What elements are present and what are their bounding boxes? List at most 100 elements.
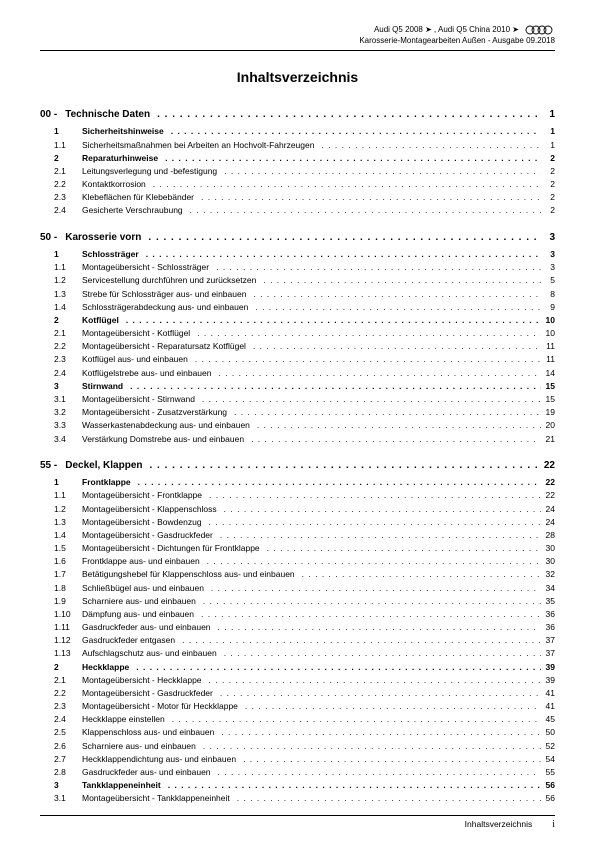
toc-entry-num: 2.3 — [40, 700, 82, 713]
toc-entry-label: Montageübersicht - Zusatzverstärkung — [82, 406, 231, 419]
toc-entry-num: 1 — [40, 125, 82, 138]
toc-entry-label: Schlossträger — [82, 248, 143, 261]
toc-dots: . . . . . . . . . . . . . . . . . . . . … — [168, 125, 541, 138]
toc-entry-num: 1.1 — [40, 489, 82, 502]
footer-divider — [40, 815, 555, 816]
toc-entry: 1.3Strebe für Schlossträger aus- und ein… — [40, 288, 555, 301]
toc-entry-num: 1.12 — [40, 634, 82, 647]
toc-dots: . . . . . . . . . . . . . . . . . . . . … — [299, 568, 541, 581]
toc-entry-label: Kotflügel — [82, 314, 123, 327]
toc-entry-label: Montageübersicht - Heckklappe — [82, 674, 206, 687]
toc-section-label: Karosserie vorn — [65, 230, 145, 246]
toc-dots: . . . . . . . . . . . . . . . . . . . . … — [199, 393, 541, 406]
toc-entry-page: 15 — [541, 380, 555, 393]
toc-entry-num: 1.6 — [40, 555, 82, 568]
toc-entry-label: Kotflügel aus- und einbauen — [82, 353, 192, 366]
toc-entry: 2.2Montageübersicht - Gasdruckfeder. . .… — [40, 687, 555, 700]
toc-entry-page: 39 — [541, 674, 555, 687]
toc-section-num: 55 - — [40, 458, 65, 474]
toc-entry-label: Klappenschloss aus- und einbauen — [82, 726, 218, 739]
toc-entry-num: 1.8 — [40, 582, 82, 595]
header: Audi Q5 2008 ➤ , Audi Q5 China 2010 ➤ Ka… — [40, 25, 555, 46]
toc-entry-page: 19 — [541, 406, 555, 419]
toc-dots: . . . . . . . . . . . . . . . . . . . . … — [133, 661, 541, 674]
toc-entry-num: 3 — [40, 779, 82, 792]
toc-section-label: Technische Daten — [65, 107, 154, 123]
toc-entry-num: 2.1 — [40, 165, 82, 178]
toc-entry-label: Gasdruckfeder entgasen — [82, 634, 179, 647]
toc-entry-label: Gasdruckfeder aus- und einbauen — [82, 766, 215, 779]
toc-dots: . . . . . . . . . . . . . . . . . . . . … — [127, 380, 541, 393]
toc-entry-page: 34 — [541, 582, 555, 595]
toc-entry: 2.4Kotflügelstrebe aus- und einbauen. . … — [40, 367, 555, 380]
toc-entry-num: 2.4 — [40, 367, 82, 380]
toc-dots: . . . . . . . . . . . . . . . . . . . . … — [221, 647, 541, 660]
toc-entry: 1.2Servicestellung durchführen und zurüc… — [40, 274, 555, 287]
toc-subhead: 3Tankklappeneinheit. . . . . . . . . . .… — [40, 779, 555, 792]
toc-entry-label: Dämpfung aus- und einbauen — [82, 608, 198, 621]
toc-entry-num: 1.4 — [40, 529, 82, 542]
toc-dots: . . . . . . . . . . . . . . . . . . . . … — [240, 753, 541, 766]
toc-entry-label: Heckklappe einstellen — [82, 713, 169, 726]
footer: Inhaltsverzeichnis i — [40, 815, 555, 830]
toc-entry-page: 10 — [541, 327, 555, 340]
toc-entry-label: Montageübersicht - Reparatursatz Kotflüg… — [82, 340, 250, 353]
toc-entry: 1.6Frontklappe aus- und einbauen. . . . … — [40, 555, 555, 568]
toc-entry-num: 1.2 — [40, 274, 82, 287]
toc-dots: . . . . . . . . . . . . . . . . . . . . … — [231, 406, 541, 419]
toc-entry: 2.3Klebeflächen für Klebebänder. . . . .… — [40, 191, 555, 204]
toc-entry-page: 2 — [541, 152, 555, 165]
toc-entry-num: 2 — [40, 314, 82, 327]
toc-subhead: 2Heckklappe. . . . . . . . . . . . . . .… — [40, 661, 555, 674]
toc-dots: . . . . . . . . . . . . . . . . . . . . … — [192, 353, 541, 366]
toc-entry: 1.1Sicherheitsmaßnahmen bei Arbeiten an … — [40, 139, 555, 152]
toc-section-page: 1 — [541, 107, 555, 123]
toc-entry-label: Montageübersicht - Motor für Heckklappe — [82, 700, 242, 713]
toc-entry-label: Leitungsverlegung und -befestigung — [82, 165, 221, 178]
toc-entry-num: 1.4 — [40, 301, 82, 314]
footer-label: Inhaltsverzeichnis — [465, 819, 533, 829]
toc-dots: . . . . . . . . . . . . . . . . . . . . … — [123, 314, 541, 327]
toc-section-page: 22 — [540, 458, 555, 474]
toc-dots: . . . . . . . . . . . . . . . . . . . . … — [242, 700, 541, 713]
toc-dots: . . . . . . . . . . . . . . . . . . . . … — [135, 476, 541, 489]
toc-dots: . . . . . . . . . . . . . . . . . . . . … — [260, 274, 541, 287]
toc-entry-label: Aufschlagschutz aus- und einbauen — [82, 647, 221, 660]
toc-entry: 2.8Gasdruckfeder aus- und einbauen. . . … — [40, 766, 555, 779]
header-line1: Audi Q5 2008 ➤ , Audi Q5 China 2010 ➤ — [374, 25, 519, 35]
toc-entry-page: 5 — [541, 274, 555, 287]
toc-section-head: 00 -Technische Daten. . . . . . . . . . … — [40, 107, 555, 123]
toc-dots: . . . . . . . . . . . . . . . . . . . . … — [264, 542, 541, 555]
toc-entry-page: 9 — [541, 301, 555, 314]
toc-entry-num: 2 — [40, 661, 82, 674]
audi-logo-icon — [525, 25, 555, 36]
toc-dots: . . . . . . . . . . . . . . . . . . . . … — [198, 191, 541, 204]
toc-dots: . . . . . . . . . . . . . . . . . . . . … — [218, 726, 541, 739]
toc-entry-label: Heckklappe — [82, 661, 133, 674]
toc-entry-page: 50 — [541, 726, 555, 739]
toc-subhead: 1Sicherheitshinweise. . . . . . . . . . … — [40, 125, 555, 138]
toc-entry-num: 1.5 — [40, 542, 82, 555]
toc-entry-page: 11 — [541, 340, 555, 353]
toc-entry-label: Montageübersicht - Frontklappe — [82, 489, 206, 502]
toc-entry-page: 2 — [541, 165, 555, 178]
toc-subhead: 1Schlossträger. . . . . . . . . . . . . … — [40, 248, 555, 261]
toc-entry-page: 1 — [541, 125, 555, 138]
toc-dots: . . . . . . . . . . . . . . . . . . . . … — [179, 634, 541, 647]
toc-entry: 1.12Gasdruckfeder entgasen. . . . . . . … — [40, 634, 555, 647]
toc-entry-page: 28 — [541, 529, 555, 542]
toc-dots: . . . . . . . . . . . . . . . . . . . . … — [215, 766, 541, 779]
toc-entry-page: 24 — [541, 503, 555, 516]
toc-entry-num: 1 — [40, 476, 82, 489]
toc-entry-num: 3.1 — [40, 393, 82, 406]
toc-entry-label: Montageübersicht - Tankklappeneinheit — [82, 792, 234, 805]
toc-dots: . . . . . . . . . . . . . . . . . . . . … — [252, 301, 541, 314]
toc-entry-label: Sicherheitsmaßnahmen bei Arbeiten an Hoc… — [82, 139, 318, 152]
toc-entry-label: Scharniere aus- und einbauen — [82, 740, 200, 753]
toc-entry: 3.3Wasserkastenabdeckung aus- und einbau… — [40, 419, 555, 432]
toc-entry-page: 20 — [541, 419, 555, 432]
toc-entry-label: Gesicherte Verschraubung — [82, 204, 187, 217]
toc-entry-num: 1.9 — [40, 595, 82, 608]
toc-section: 55 -Deckel, Klappen. . . . . . . . . . .… — [40, 458, 555, 806]
table-of-contents: 00 -Technische Daten. . . . . . . . . . … — [40, 107, 555, 806]
